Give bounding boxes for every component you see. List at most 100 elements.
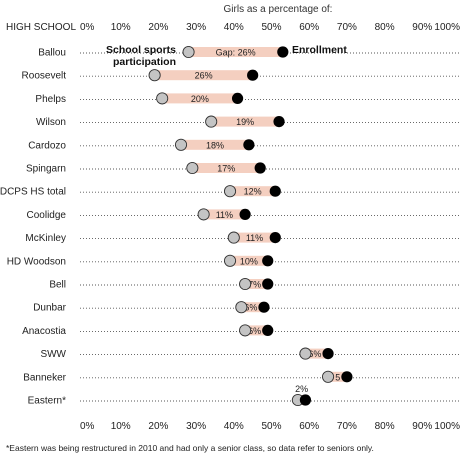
participation-dot bbox=[186, 161, 199, 175]
x-tick-label-bottom: 30% bbox=[186, 421, 206, 432]
gap-bar bbox=[233, 232, 276, 243]
school-label: Spingarn bbox=[26, 164, 66, 175]
participation-dot bbox=[223, 185, 237, 198]
enrollment-dot bbox=[262, 324, 274, 336]
school-label: Eastern* bbox=[28, 396, 66, 407]
school-label: Bell bbox=[49, 280, 66, 291]
chart-row: McKinley 11% bbox=[25, 231, 460, 244]
gap-label: 6% bbox=[244, 303, 257, 313]
x-tick-label-top: 90% bbox=[412, 22, 432, 33]
gap-label: 11% bbox=[246, 233, 263, 243]
school-label: HD Woodson bbox=[7, 256, 66, 267]
x-tick-label-top: 70% bbox=[337, 22, 357, 33]
x-tick-label-bottom: 90% bbox=[412, 421, 432, 432]
participation-dot bbox=[227, 231, 240, 244]
gap-label: 17% bbox=[217, 164, 235, 174]
x-tick-label-bottom: 70% bbox=[337, 421, 357, 432]
bottom-tick-labels: 0% 10% 20% 30% 40% 50% 60% 70% 80% 90% 100% bbox=[80, 421, 460, 432]
gap-bar bbox=[188, 47, 283, 57]
participation-dot bbox=[321, 370, 335, 383]
participation-dot bbox=[299, 347, 312, 360]
participation-dot bbox=[182, 45, 195, 59]
x-tick-label-top: 30% bbox=[186, 22, 206, 33]
x-tick-label-top: 60% bbox=[299, 22, 319, 33]
chart-row: Cardozo 18% bbox=[28, 138, 460, 151]
school-label: Ballou bbox=[38, 48, 66, 59]
school-label: McKinley bbox=[25, 233, 66, 244]
chart-row: Eastern* 2% bbox=[28, 384, 460, 407]
enrollment-dot bbox=[269, 185, 281, 197]
chart-row: SWW 6% bbox=[40, 347, 460, 360]
x-tick-label-top: 10% bbox=[111, 22, 131, 33]
participation-dot bbox=[148, 69, 161, 82]
school-label: Roosevelt bbox=[22, 71, 67, 82]
enrollment-dot bbox=[254, 162, 266, 174]
participation-dot bbox=[205, 115, 218, 128]
legend: School sports participation Enrollment bbox=[106, 44, 347, 68]
gap-bar bbox=[154, 70, 253, 81]
gap-label: 18% bbox=[206, 140, 224, 150]
chart-row: Spingarn 17% bbox=[26, 161, 460, 175]
x-tick-label-top: 50% bbox=[261, 22, 281, 33]
gap-bar bbox=[162, 93, 238, 104]
gap-label: 6% bbox=[248, 326, 261, 336]
chart-row: DCPS HS total 12% bbox=[0, 185, 460, 198]
x-tick-label-bottom: 60% bbox=[299, 421, 319, 432]
enrollment-dot bbox=[322, 348, 334, 360]
gap-label: 26% bbox=[195, 71, 213, 81]
gap-label: 20% bbox=[191, 94, 209, 104]
x-tick-label-top: 100% bbox=[434, 22, 460, 33]
enrollment-dot bbox=[247, 69, 259, 81]
chart-rows: Ballou Gap: 26% Roosevelt 26% Phelps 20% Wilso… bbox=[0, 45, 460, 407]
enrollment-dot bbox=[243, 139, 255, 151]
participation-dot bbox=[223, 254, 237, 267]
chart-row: Roosevelt 26% bbox=[22, 69, 460, 82]
school-label: Dunbar bbox=[33, 303, 66, 314]
x-tick-label-bottom: 80% bbox=[375, 421, 395, 432]
school-label: SWW bbox=[40, 349, 66, 360]
gap-bar bbox=[192, 163, 261, 173]
chart-row: Wilson 19% bbox=[36, 115, 460, 128]
gap-bar bbox=[181, 139, 249, 150]
legend-participation-line2: participation bbox=[113, 56, 176, 68]
gap-label: 5 bbox=[335, 372, 340, 382]
chart-row: Anacostia 6% bbox=[22, 324, 460, 337]
x-tick-label-bottom: 0% bbox=[80, 421, 95, 432]
gap-label: 11% bbox=[216, 210, 233, 220]
school-label: Coolidge bbox=[27, 210, 67, 221]
enrollment-dot bbox=[269, 232, 281, 244]
chart-row: Bell 7% bbox=[49, 277, 460, 291]
school-label: Anacostia bbox=[22, 326, 66, 337]
participation-dot bbox=[156, 92, 169, 105]
enrollment-dot bbox=[273, 116, 285, 128]
top-tick-labels: 0% 10% 20% 30% 40% 50% 60% 70% 80% 90% 100% bbox=[80, 22, 460, 33]
x-tick-label-top: 80% bbox=[375, 22, 395, 33]
gap-bar bbox=[328, 371, 347, 382]
x-tick-label-bottom: 40% bbox=[224, 421, 244, 432]
gap-bar bbox=[203, 209, 246, 220]
school-label: Cardozo bbox=[28, 140, 66, 151]
gap-bar bbox=[230, 255, 268, 266]
participation-dot bbox=[239, 324, 252, 337]
chart-row: Coolidge 11% bbox=[27, 208, 460, 221]
gap-bar bbox=[305, 348, 329, 359]
enrollment-dot bbox=[231, 92, 244, 104]
enrollment-dot bbox=[262, 278, 274, 290]
chart-row: Ballou Gap: 26% bbox=[38, 45, 460, 59]
gap-label: 2% bbox=[295, 384, 308, 394]
school-label: Wilson bbox=[36, 117, 66, 128]
row-header: HIGH SCHOOL bbox=[6, 22, 76, 33]
x-tick-label-top: 40% bbox=[224, 22, 244, 33]
chart-top-title: Girls as a percentage of: bbox=[224, 4, 333, 15]
gap-bar bbox=[241, 302, 264, 313]
x-tick-label-bottom: 100% bbox=[434, 421, 460, 432]
gap-bar bbox=[230, 186, 276, 197]
x-tick-label-bottom: 10% bbox=[111, 421, 131, 432]
enrollment-dot bbox=[262, 255, 274, 267]
gap-label: 12% bbox=[244, 187, 262, 197]
gap-label: 7% bbox=[248, 280, 261, 290]
x-tick-label-bottom: 20% bbox=[148, 421, 168, 432]
gap-label: 19% bbox=[236, 117, 254, 127]
footnote: *Eastern was being restructured in 2010 … bbox=[6, 443, 374, 453]
